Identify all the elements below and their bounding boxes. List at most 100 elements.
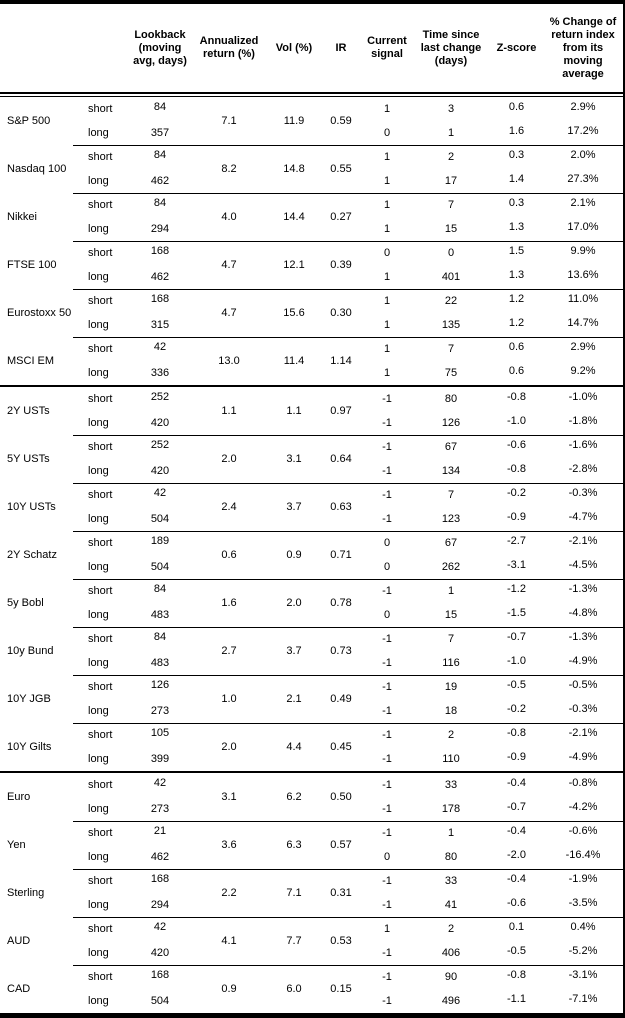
horizon-label-short: short <box>88 923 113 935</box>
z-score-value: -0.8 <box>507 727 526 739</box>
lookback-value: 168 <box>150 873 170 885</box>
time-since-change-value: 134 <box>441 465 461 477</box>
z-score-value: 1.3 <box>508 269 525 281</box>
instrument-block: 10Y Gilts short 105 2.0 4.4 0.45 -1 2 -0… <box>0 723 623 771</box>
pct-change-value: 27.3% <box>567 173 599 185</box>
current-signal-value: 0 <box>383 127 391 139</box>
vol-value: 6.2 <box>286 791 302 803</box>
instrument-name: Euro <box>7 791 31 803</box>
annualized-return-value: 2.0 <box>221 453 237 465</box>
vol-value: 1.1 <box>286 405 302 417</box>
lookback-value: 357 <box>150 127 170 139</box>
z-score-value: 1.4 <box>508 173 525 185</box>
ir-value: 0.53 <box>330 935 352 947</box>
instrument-name: 10Y JGB <box>7 693 51 705</box>
z-score-value: 1.6 <box>508 125 525 137</box>
horizon-label-short: short <box>88 295 113 307</box>
time-since-change-value: 3 <box>447 103 455 115</box>
col-header-annualized-return: Annualized return (%) <box>199 35 259 60</box>
z-score-value: -0.9 <box>507 751 526 763</box>
time-since-change-value: 19 <box>444 681 458 693</box>
pct-change-value: 11.0% <box>567 293 599 305</box>
horizon-label-short: short <box>88 827 113 839</box>
lookback-value: 189 <box>150 535 170 547</box>
ir-value: 0.55 <box>330 163 352 175</box>
vol-value: 3.7 <box>286 645 302 657</box>
lookback-value: 504 <box>150 513 170 525</box>
lookback-value: 84 <box>153 149 167 161</box>
ir-value: 0.63 <box>330 501 352 513</box>
current-signal-value: -1 <box>382 899 392 911</box>
time-since-change-value: 126 <box>441 417 461 429</box>
table-body: S&P 500 short 84 7.1 11.9 0.59 1 3 0.6 2… <box>0 97 623 1013</box>
horizon-label-short: short <box>88 151 113 163</box>
pct-change-value: -1.6% <box>568 439 598 451</box>
z-score-value: -0.5 <box>507 679 526 691</box>
annualized-return-value: 4.7 <box>221 259 237 271</box>
horizon-label-long: long <box>88 513 109 525</box>
instrument-name: CAD <box>7 983 31 995</box>
lookback-value: 21 <box>153 825 167 837</box>
current-signal-value: 1 <box>383 367 391 379</box>
lookback-value: 294 <box>150 223 170 235</box>
instrument-name: Eurostoxx 50 <box>7 307 72 319</box>
annualized-return-value: 1.1 <box>221 405 237 417</box>
current-signal-value: -1 <box>382 875 392 887</box>
lookback-value: 168 <box>150 245 170 257</box>
vol-value: 7.7 <box>286 935 302 947</box>
horizon-label-long: long <box>88 899 109 911</box>
current-signal-value: -1 <box>382 971 392 983</box>
z-score-value: -3.1 <box>507 559 526 571</box>
time-since-change-value: 80 <box>444 393 458 405</box>
time-since-change-value: 22 <box>444 295 458 307</box>
horizon-label-long: long <box>88 609 109 621</box>
pct-change-value: 9.2% <box>570 365 596 377</box>
lookback-value: 273 <box>150 803 170 815</box>
instrument-block: Euro short 42 3.1 6.2 0.50 -1 33 -0.4 -0… <box>0 771 623 821</box>
instrument-name: 2Y Schatz <box>7 549 57 561</box>
current-signal-value: 1 <box>383 103 391 115</box>
time-since-change-value: 406 <box>441 947 461 959</box>
current-signal-value: -1 <box>382 681 392 693</box>
ir-value: 0.97 <box>330 405 352 417</box>
annualized-return-value: 3.6 <box>221 839 237 851</box>
horizon-label-short: short <box>88 729 113 741</box>
instrument-block: S&P 500 short 84 7.1 11.9 0.59 1 3 0.6 2… <box>0 97 623 145</box>
horizon-label-short: short <box>88 681 113 693</box>
pct-change-value: 14.7% <box>567 317 599 329</box>
z-score-value: -0.2 <box>507 703 526 715</box>
time-since-change-value: 1 <box>447 827 455 839</box>
horizon-label-long: long <box>88 417 109 429</box>
time-since-change-value: 41 <box>444 899 458 911</box>
vol-value: 15.6 <box>283 307 305 319</box>
instrument-block: 10Y USTs short 42 2.4 3.7 0.63 -1 7 -0.2… <box>0 483 623 531</box>
annualized-return-value: 3.1 <box>221 791 237 803</box>
pct-change-value: 2.9% <box>570 101 596 113</box>
instrument-block: 2Y Schatz short 189 0.6 0.9 0.71 0 67 -2… <box>0 531 623 579</box>
pct-change-value: -4.9% <box>568 751 598 763</box>
current-signal-value: -1 <box>382 633 392 645</box>
lookback-value: 84 <box>153 101 167 113</box>
pct-change-value: -2.1% <box>568 535 598 547</box>
horizon-label-short: short <box>88 971 113 983</box>
current-signal-value: -1 <box>382 729 392 741</box>
pct-change-value: -5.2% <box>568 945 598 957</box>
time-since-change-value: 17 <box>444 175 458 187</box>
ir-value: 0.31 <box>330 887 352 899</box>
ir-value: 0.73 <box>330 645 352 657</box>
lookback-value: 252 <box>150 439 170 451</box>
header-double-rule <box>0 92 623 97</box>
pct-change-value: -0.3% <box>568 487 598 499</box>
pct-change-value: -4.5% <box>568 559 598 571</box>
z-score-value: -0.8 <box>507 391 526 403</box>
vol-value: 3.7 <box>286 501 302 513</box>
current-signal-value: -1 <box>382 995 392 1007</box>
lookback-value: 504 <box>150 561 170 573</box>
time-since-change-value: 178 <box>441 803 461 815</box>
horizon-label-long: long <box>88 995 109 1007</box>
lookback-value: 294 <box>150 899 170 911</box>
ir-value: 0.71 <box>330 549 352 561</box>
annualized-return-value: 2.2 <box>221 887 237 899</box>
instrument-name: AUD <box>7 935 31 947</box>
